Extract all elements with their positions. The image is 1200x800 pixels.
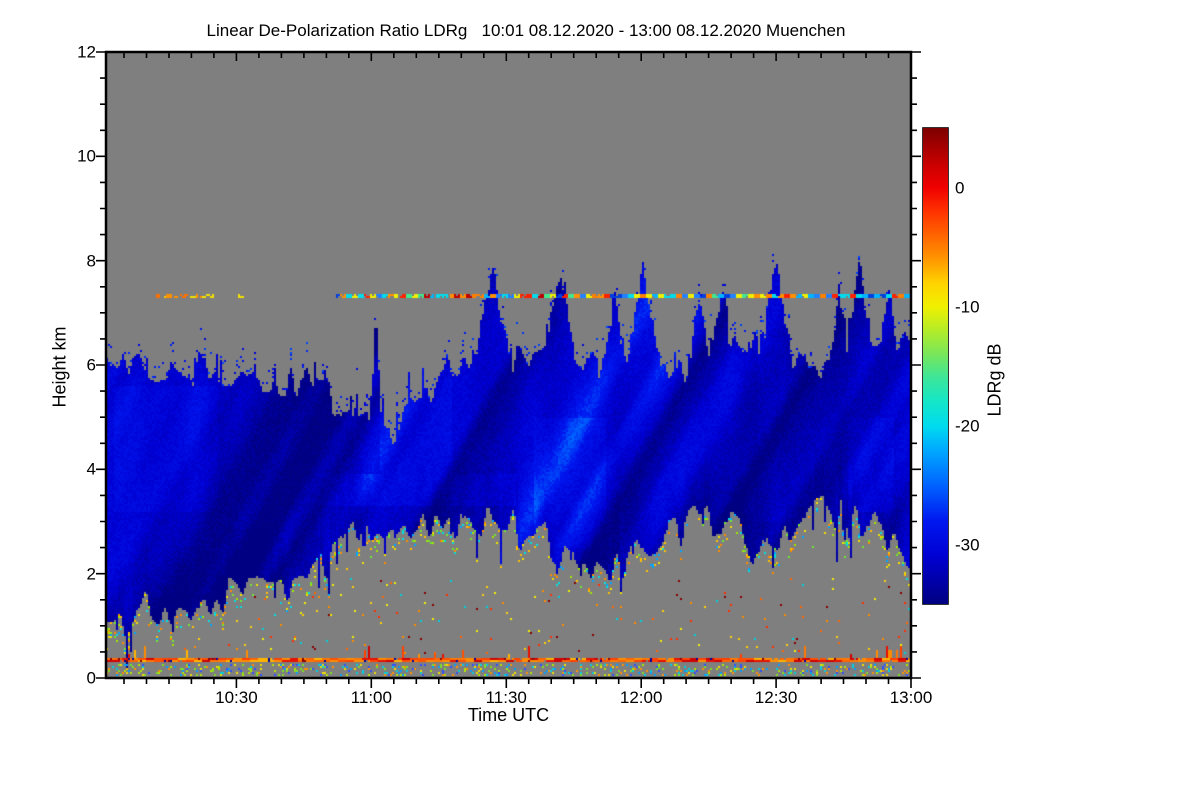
colorbar-tick-label: -30 — [955, 535, 980, 554]
y-tick-label: 4 — [86, 459, 96, 479]
colorbar-tick-label: -20 — [955, 416, 980, 435]
chart-title: Linear De-Polarization Ratio LDRg 10:01 … — [206, 21, 846, 40]
colorbar-label: LDRg dB — [984, 343, 1005, 417]
x-tick-label: 11:00 — [350, 688, 392, 707]
y-tick-label: 10 — [77, 146, 96, 166]
y-tick-label: 6 — [86, 355, 96, 375]
colorbar-tick-label: 0 — [955, 178, 965, 197]
x-tick-label: 11:30 — [485, 688, 527, 707]
y-tick-label: 2 — [86, 564, 96, 584]
heatmap-canvas — [106, 52, 911, 678]
x-tick-label: 12:30 — [754, 688, 798, 707]
x-tick-label: 12:00 — [619, 688, 663, 707]
y-tick-label: 12 — [77, 42, 96, 62]
y-tick-label: 0 — [86, 668, 96, 688]
y-tick-label: 8 — [86, 251, 96, 271]
colorbar-tick-label: -10 — [955, 297, 980, 316]
colorbar — [923, 128, 948, 604]
x-axis-label: Time UTC — [467, 705, 550, 725]
x-tick-label: 10:30 — [215, 688, 258, 707]
x-tick-label: 13:00 — [889, 688, 933, 707]
